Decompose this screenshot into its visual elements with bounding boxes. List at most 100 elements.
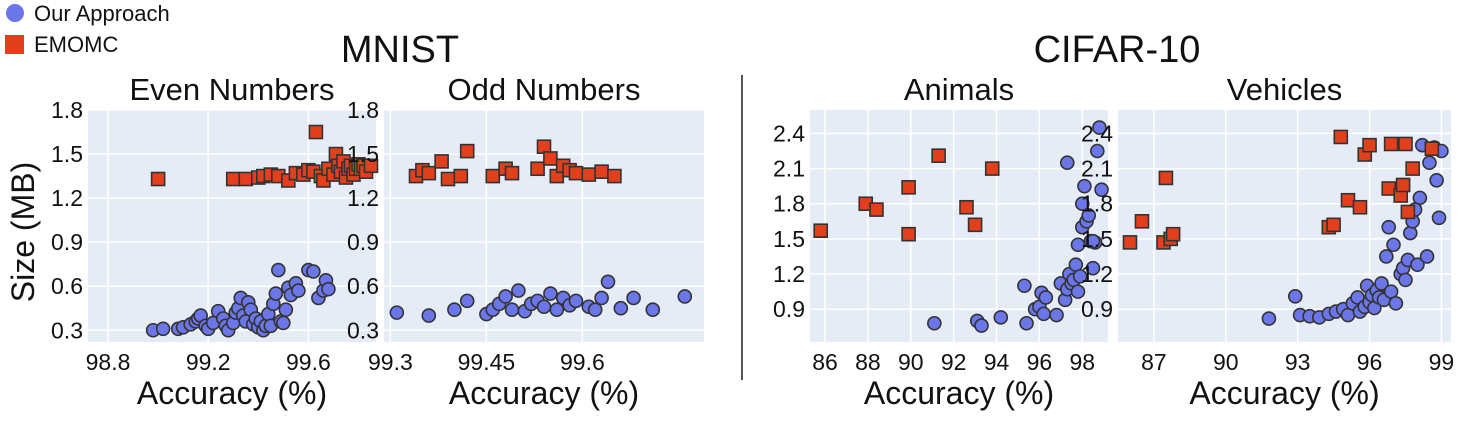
x-axis-label: Accuracy (%) — [1189, 375, 1379, 411]
data-point-circle — [1089, 143, 1105, 159]
data-point-circle — [447, 302, 462, 317]
data-point-square — [984, 161, 1000, 176]
data-point-square — [543, 151, 558, 166]
data-point-circle — [1419, 249, 1435, 264]
data-point-square — [967, 217, 983, 233]
data-point-circle — [594, 290, 609, 306]
x-tick-label: 92 — [941, 349, 967, 375]
data-point-circle — [1431, 210, 1447, 226]
data-point-circle — [498, 289, 513, 304]
x-tick-label: 99 — [1429, 349, 1455, 375]
y-tick-label: 1.8 — [347, 97, 379, 123]
data-point-square — [1326, 217, 1341, 233]
x-tick-label: 87 — [1141, 349, 1167, 375]
data-point-circle — [306, 264, 321, 279]
data-point-square — [308, 124, 324, 140]
group-title-mnist: MNIST — [341, 29, 459, 71]
data-point-circle — [543, 286, 558, 301]
series-our-approach — [145, 262, 336, 338]
data-point-square — [607, 168, 622, 184]
data-point-square — [931, 148, 946, 163]
data-point-circle — [389, 305, 405, 320]
data-point-square — [504, 165, 520, 181]
data-point-circle — [459, 293, 475, 309]
plot-background — [88, 110, 376, 342]
x-axis-label: Accuracy (%) — [449, 375, 639, 411]
data-point-circle — [1038, 290, 1054, 305]
data-point-circle — [1429, 173, 1444, 188]
data-point-circle — [613, 300, 629, 316]
data-point-circle — [1374, 276, 1389, 291]
y-tick-label: 2.1 — [773, 156, 805, 182]
data-point-circle — [1379, 249, 1394, 264]
data-point-square — [1405, 161, 1420, 176]
data-point-square — [1424, 141, 1440, 156]
data-point-square — [421, 165, 437, 181]
data-point-circle — [626, 290, 641, 306]
y-tick-label: 0.3 — [347, 317, 379, 343]
data-point-square — [434, 154, 449, 169]
y-tick-label: 0.9 — [773, 296, 805, 322]
x-tick-label: 88 — [855, 349, 881, 375]
data-point-square — [1381, 181, 1397, 196]
panel-title: Vehicles — [1227, 72, 1342, 107]
data-point-circle — [1381, 219, 1397, 235]
data-point-square — [459, 143, 475, 159]
data-point-circle — [974, 318, 989, 333]
series-our-approach — [927, 120, 1109, 333]
data-point-circle — [587, 302, 603, 317]
y-tick-label: 0.9 — [51, 229, 83, 255]
data-point-circle — [927, 315, 942, 331]
data-point-circle — [1074, 196, 1090, 212]
data-point-circle — [1261, 311, 1277, 326]
data-point-circle — [1070, 284, 1086, 299]
series-our-approach — [1261, 137, 1449, 326]
data-point-circle — [1094, 182, 1109, 197]
data-point-square — [1398, 136, 1413, 152]
y-tick-label: 2.4 — [773, 120, 805, 146]
data-point-circle — [421, 308, 437, 323]
data-point-circle — [1398, 272, 1413, 288]
y-tick-label: 0.6 — [51, 273, 83, 299]
x-axis-label: Accuracy (%) — [864, 375, 1054, 411]
panels: 98.8 99.2 99.6 0.3 0.6 0.9 1.2 1.5 1.8 Even Numbe… — [51, 72, 1454, 411]
x-tick-label: 96 — [1027, 349, 1053, 375]
y-tick-label: 2.4 — [1081, 120, 1113, 146]
x-tick-label: 96 — [1357, 349, 1383, 375]
y-tick-label: 2.1 — [1081, 156, 1113, 182]
data-point-circle — [1092, 120, 1107, 135]
data-point-circle — [1072, 269, 1088, 284]
data-point-circle — [291, 283, 306, 298]
data-point-square — [901, 180, 916, 195]
x-tick-label: 90 — [1213, 349, 1239, 375]
data-point-circle — [268, 286, 284, 301]
data-point-circle — [1402, 225, 1418, 241]
data-point-circle — [677, 289, 693, 304]
data-point-circle — [1081, 208, 1097, 223]
y-tick-label: 1.5 — [773, 226, 805, 252]
data-point-square — [813, 223, 829, 238]
data-point-circle — [536, 299, 552, 315]
data-point-circle — [321, 281, 336, 297]
series-emomc — [813, 148, 1000, 242]
data-point-circle — [271, 262, 286, 278]
series-emomc — [150, 124, 379, 188]
data-point-circle — [504, 302, 520, 317]
data-point-circle — [993, 310, 1009, 325]
data-point-circle — [1085, 260, 1101, 276]
data-point-circle — [511, 283, 526, 298]
data-point-square — [225, 171, 241, 187]
series-our-approach — [389, 274, 693, 323]
data-point-square — [1362, 137, 1377, 153]
data-point-circle — [568, 293, 584, 309]
data-point-square — [1134, 214, 1150, 229]
data-point-circle — [1049, 307, 1064, 323]
data-point-circle — [1422, 155, 1437, 171]
data-point-square — [1340, 192, 1356, 208]
data-point-square — [869, 202, 884, 217]
data-point-square — [581, 167, 597, 182]
data-point-square — [485, 168, 501, 184]
data-point-square — [363, 158, 379, 174]
plot-background — [810, 110, 1108, 342]
